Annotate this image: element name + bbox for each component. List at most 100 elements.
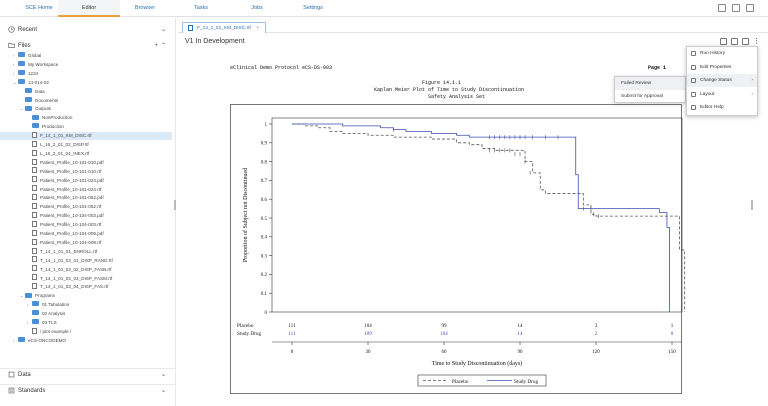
tree-folder[interactable]: › 01 Tabulation (0, 301, 172, 309)
chevron-right-icon[interactable]: › (13, 70, 15, 76)
sidebar-resize-handle[interactable] (174, 200, 176, 210)
standards-section[interactable]: Standards ⌄ (0, 384, 176, 396)
recent-section[interactable]: Recent ⌄ (0, 24, 176, 36)
data-section[interactable]: Data ⌄ (0, 368, 176, 380)
tree-item-label: Patient_Profile_10-101-010.rtf (40, 168, 102, 174)
tree-folder[interactable]: › My Workspace (0, 61, 172, 69)
add-icon[interactable]: + (154, 43, 158, 49)
download-icon[interactable] (742, 38, 749, 45)
chevron-down-icon[interactable]: ⌄ (20, 106, 24, 112)
tree-folder[interactable]: 02 Analysis (0, 310, 172, 318)
tree-file[interactable]: T_14_1_01_02_02_DISP_FASB.rtf (0, 265, 172, 274)
tree-folder[interactable]: ⌄ Programs (0, 292, 172, 300)
folder-icon (18, 78, 25, 84)
tree-folder[interactable]: › 03 TLS (0, 319, 172, 327)
tree-file[interactable]: Patient_Profile_10-104-003.pdf (0, 211, 172, 220)
more-vertical-icon[interactable]: ⋮ (753, 38, 760, 45)
menu-item-failed-review[interactable]: Failed Review (615, 77, 685, 90)
tree-item-label: / plot example / (40, 328, 72, 334)
tree-file[interactable]: Patient_Profile_10-101-024.rtf (0, 185, 172, 194)
tree-item-label: Patient_Profile_10-101-052.pdf (40, 195, 104, 201)
tree-file[interactable]: L_16_2_01_04_INEX.rtf (0, 149, 172, 158)
file-icon (32, 274, 37, 281)
menu-icon: history-icon (691, 51, 696, 56)
menu-item-submit-for-approval[interactable]: Submit for Approval (621, 94, 663, 99)
menu-item-label: Editor Help (700, 105, 724, 111)
tab-jobs[interactable]: Jobs (251, 5, 263, 11)
file-icon (32, 140, 37, 147)
chevron-right-icon[interactable]: › (27, 302, 29, 308)
tree-folder[interactable]: › Global (0, 52, 172, 60)
tab-sce-home[interactable]: SCE Home (25, 5, 53, 11)
menu-item-run-history[interactable]: history-icon Run History (687, 47, 757, 60)
tree-folder[interactable]: › 1234 (0, 70, 172, 78)
menu-item-editor-help[interactable]: help-icon Editor Help (687, 101, 757, 114)
tree-file[interactable]: T_14_1_01_02_04_DISP_FAS.rtf (0, 283, 172, 291)
tree-folder[interactable]: Documents (0, 96, 172, 105)
editor-tab-bar: F_14_1_01_KM_DISC.rtf × (178, 20, 768, 33)
tree-file[interactable]: Patient_Profile_10-101-024.pdf (0, 176, 172, 185)
collapse-icon[interactable]: ⌃ (160, 43, 166, 49)
tree-folder[interactable]: ⌄ 14-014-02 (0, 78, 172, 87)
tree-item-label: Global (28, 53, 42, 58)
tab-editor[interactable]: Editor (58, 0, 120, 17)
tree-file[interactable]: F_14_1_01_KM_DISC.rtf (0, 131, 172, 141)
chevron-down-icon[interactable]: ⌄ (20, 293, 24, 299)
chevron-down-icon[interactable]: ⌄ (160, 27, 166, 33)
sidebar: Recent ⌄ Files + ⌃ Data ⌄ Standards ⌄ › G… (0, 18, 176, 406)
chevron-down-icon[interactable]: ⌄ (160, 388, 166, 394)
page-number: Page 1 (648, 65, 667, 71)
editor-tab[interactable]: F_14_1_01_KM_DISC.rtf × (182, 22, 267, 33)
tree-folder[interactable]: › eCS-ONCODEMO (0, 337, 172, 345)
tree-file[interactable]: Patient_Profile_10-101-052.rtf (0, 203, 172, 211)
top-navigation: SCE Home Editor Browser Tasks Jobs Setti… (0, 0, 768, 17)
tab-browser[interactable]: Browser (134, 5, 156, 11)
right-resize-handle[interactable] (751, 200, 753, 210)
tree-file[interactable]: T_14_1_01_02_01_DISP_RAND.rtf (0, 256, 172, 265)
tree-file[interactable]: T_14_1_01_01_ENROLL.rtf (0, 247, 172, 256)
chevron-down-icon[interactable]: ⌄ (160, 372, 166, 378)
folder-icon (32, 301, 39, 307)
tree-file[interactable]: Patient_Profile_10-104-003.rtf (0, 220, 172, 229)
tree-file[interactable]: Patient_Profile_10-104-009.pdf (0, 229, 172, 238)
tree-file[interactable]: Patient_Profile_10-101-010.rtf (0, 167, 172, 176)
file-icon (32, 283, 37, 290)
chevron-right-icon[interactable]: › (27, 320, 29, 325)
tree-folder[interactable]: ⌄ Outputs (0, 105, 172, 113)
tree-folder[interactable]: Production (0, 123, 172, 131)
menu-item-layout[interactable]: layout-icon Layout › (687, 88, 757, 101)
tree-item-label: T_14_1_01_02_03_DISP_FASM.rtf (40, 275, 113, 281)
lock-icon[interactable] (731, 38, 738, 45)
layout-grid-icon[interactable] (746, 4, 754, 12)
layout-single-icon[interactable] (718, 4, 726, 12)
chevron-right-icon[interactable]: › (13, 337, 15, 343)
tree-item-label: L_16_2_01_02_DISP.rtf (40, 142, 89, 147)
chevron-right-icon[interactable]: › (13, 53, 15, 58)
tab-tasks[interactable]: Tasks (193, 5, 209, 11)
clock-icon (8, 26, 15, 33)
chevron-down-icon[interactable]: ⌄ (13, 79, 17, 85)
history-icon[interactable] (720, 38, 727, 45)
folder-icon (18, 70, 25, 76)
menu-item-edit-properties[interactable]: pencil-icon Edit Properties (687, 61, 757, 74)
close-icon[interactable]: × (256, 26, 260, 31)
tree-file[interactable]: Patient_Profile_10-104-009.rtf (0, 238, 172, 247)
chevron-right-icon[interactable]: › (13, 61, 15, 67)
folder-icon (25, 96, 32, 102)
tab-settings[interactable]: Settings (303, 5, 323, 11)
layout-split-icon[interactable] (732, 4, 740, 12)
tree-folder[interactable]: Data (0, 87, 172, 96)
tree-file[interactable]: Patient_Profile_10-101-052.pdf (0, 194, 172, 202)
tree-file[interactable]: L_16_2_01_02_DISP.rtf (0, 140, 172, 149)
tree-item-label: Patient_Profile_10-104-009.pdf (40, 231, 104, 236)
files-section[interactable]: Files + ⌃ (0, 40, 176, 52)
tree-folder[interactable]: NonProduction (0, 114, 172, 122)
tree-item-label: Programs (35, 293, 55, 299)
tree-file[interactable]: / plot example / (0, 327, 172, 336)
file-icon (32, 247, 37, 254)
tree-file[interactable]: Patient_Profile_10-101-010.pdf (0, 158, 172, 167)
folder-icon (25, 292, 32, 298)
menu-item-change-status[interactable]: status-icon Change Status › (687, 74, 757, 88)
folder-icon (18, 337, 25, 343)
tree-file[interactable]: T_14_1_01_02_03_DISP_FASM.rtf (0, 274, 172, 283)
